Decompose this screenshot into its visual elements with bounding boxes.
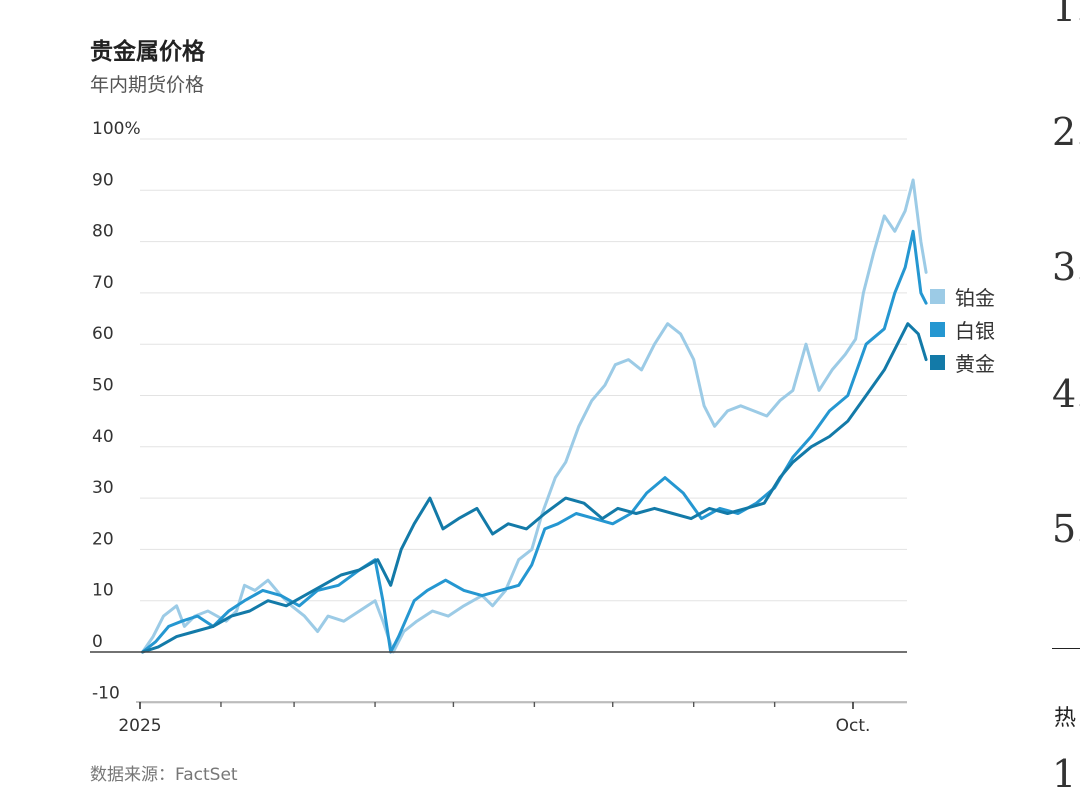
- legend-item-gold[interactable]: 黄金: [930, 346, 995, 379]
- y-tick-label: 90: [92, 170, 114, 190]
- y-tick-label: 60: [92, 324, 114, 344]
- side-list-number[interactable]: 1.: [1052, 0, 1080, 30]
- legend-label-silver: 白银: [955, 319, 995, 343]
- chart-subtitle: 年内期货价格: [90, 74, 205, 96]
- x-tick-label: 2025: [118, 716, 161, 736]
- series-line-1: [141, 229, 928, 654]
- series-line-2: [141, 322, 928, 654]
- legend-swatch-silver: [930, 322, 945, 337]
- y-tick-label: 70: [92, 273, 114, 293]
- y-tick-label: 100%: [92, 119, 141, 139]
- y-tick-label: -10: [92, 683, 120, 703]
- side-list-number[interactable]: 3.: [1052, 245, 1080, 289]
- legend-swatch-gold: [930, 355, 945, 370]
- legend-item-silver[interactable]: 白银: [930, 313, 995, 346]
- side-list-number[interactable]: 5.: [1052, 507, 1080, 551]
- side-list-number[interactable]: 4.: [1052, 372, 1080, 416]
- y-tick-label: 0: [92, 632, 103, 652]
- chart-title: 贵金属价格: [90, 39, 205, 65]
- series-line-0: [141, 178, 928, 654]
- side-divider: [1052, 648, 1080, 649]
- y-tick-label: 10: [92, 581, 114, 601]
- side-section-heading: 热: [1054, 706, 1077, 731]
- y-tick-label: 40: [92, 427, 114, 447]
- axis-layer: -10 0 10 20 30 40 50 60 70 80 90 100% 2025 Oct.: [90, 119, 907, 736]
- grid-layer: [140, 138, 907, 704]
- y-tick-label: 30: [92, 478, 114, 498]
- legend-label-platinum: 铂金: [955, 286, 995, 310]
- legend-item-platinum[interactable]: 铂金: [930, 280, 995, 313]
- legend-label-gold: 黄金: [955, 352, 995, 376]
- source-note: 数据来源：FactSet: [90, 765, 238, 785]
- series-layer: [141, 178, 928, 654]
- side-list-number[interactable]: 2.: [1052, 110, 1080, 154]
- y-tick-label: 50: [92, 376, 114, 396]
- legend-swatch-platinum: [930, 289, 945, 304]
- side-list-number[interactable]: 1: [1052, 752, 1077, 796]
- legend: 铂金 白银 黄金: [930, 280, 995, 379]
- y-tick-label: 20: [92, 529, 114, 549]
- y-tick-label: 80: [92, 222, 114, 242]
- x-tick-label: Oct.: [836, 716, 871, 736]
